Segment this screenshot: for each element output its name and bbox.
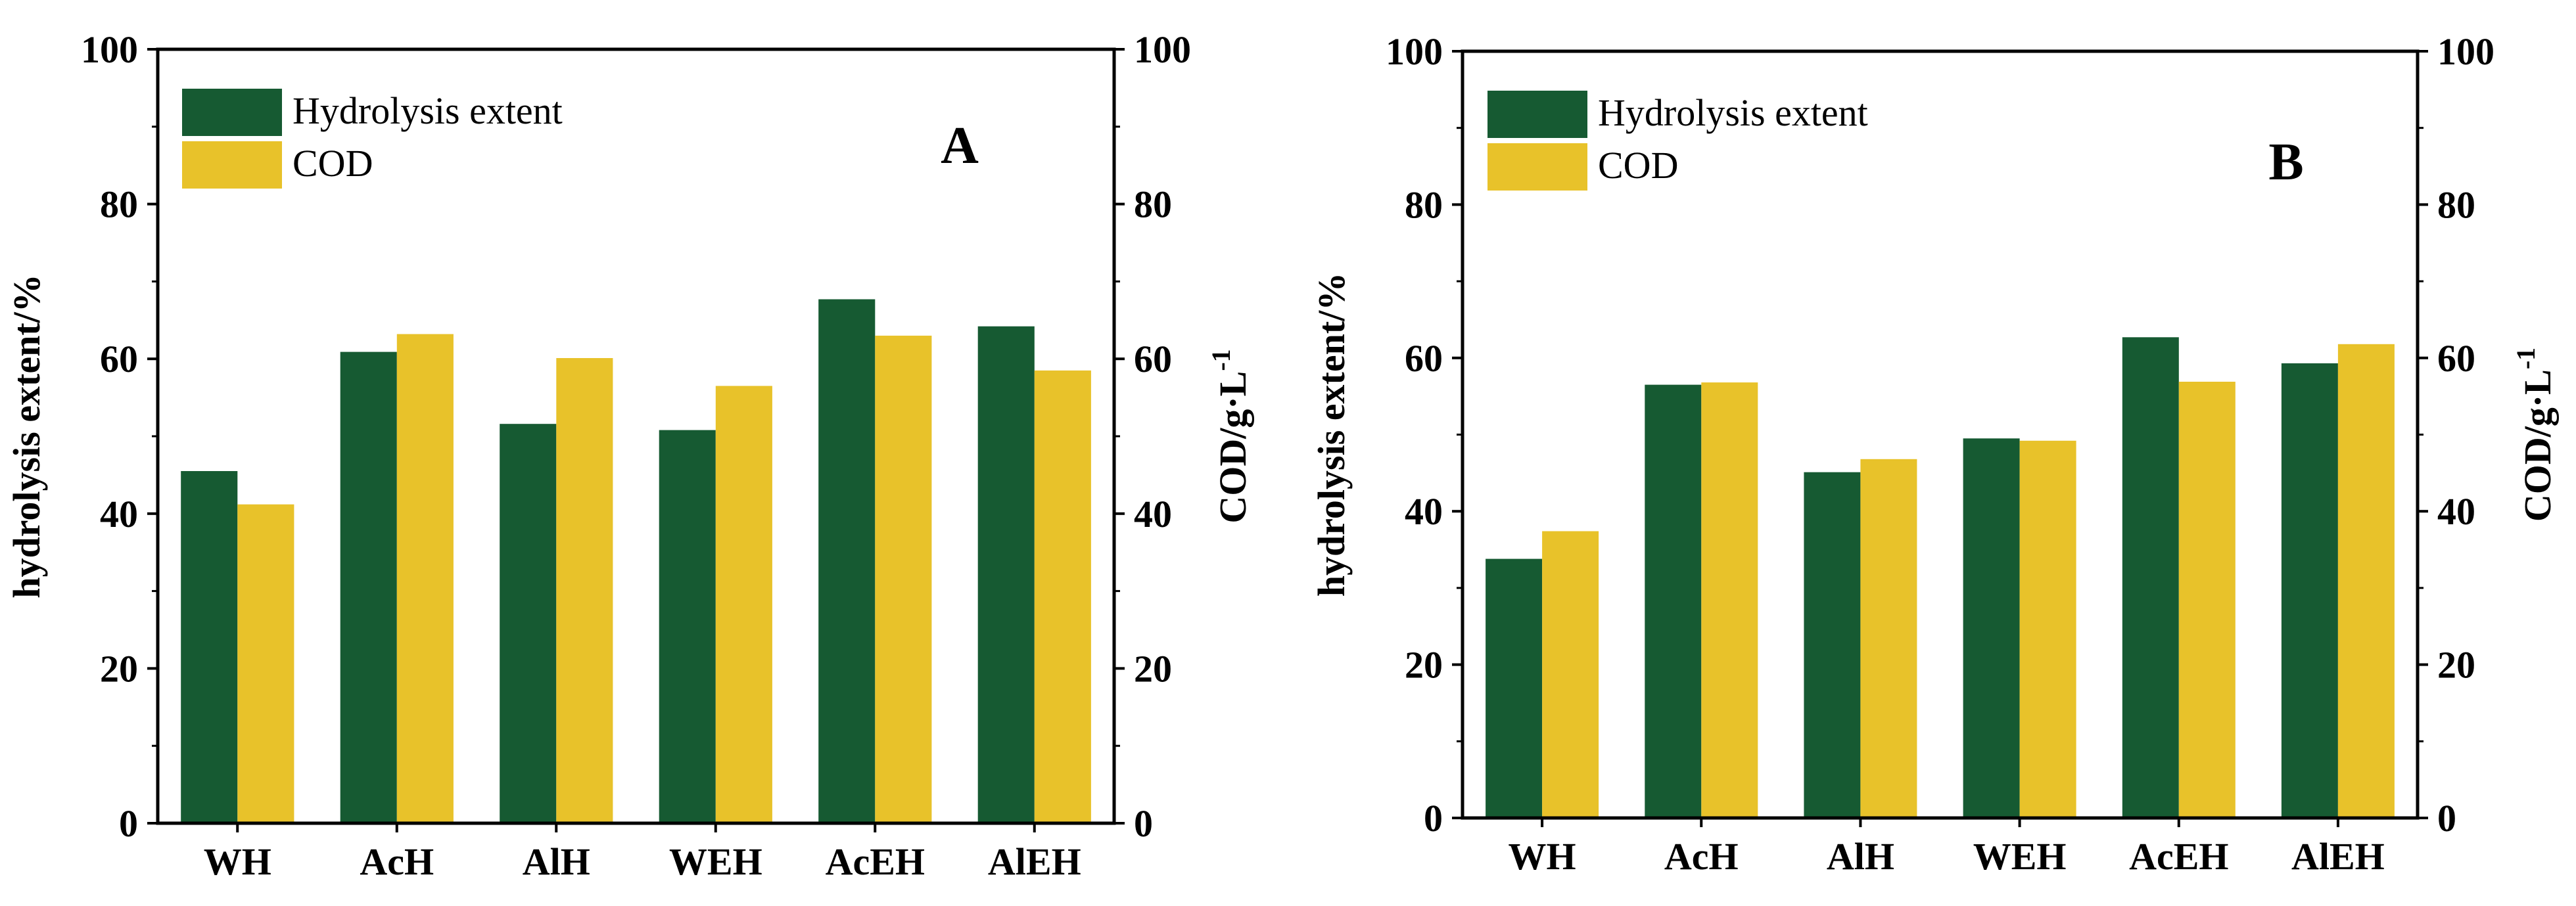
y-tick-label: 100 (81, 28, 138, 71)
y-tick-label: 100 (1386, 30, 1443, 73)
y2-tick-label: 100 (2437, 30, 2494, 73)
cod-bar-alh (1860, 459, 1917, 818)
y2-axis-title-main: COD/g·L (2516, 369, 2559, 522)
cod-bar-aceh (875, 335, 932, 823)
hydrolysis-bar-ach (340, 351, 397, 823)
plot-frame (1461, 49, 2420, 820)
cod-bar-wh (237, 504, 294, 823)
hydrolysis-bar-weh (1963, 438, 2020, 818)
panel-a: WH AcH AlH WEH AcEH AlEH 0 20 40 60 80 100 0 20 40 60 80… (5, 28, 1254, 883)
cod-bar-weh (2019, 440, 2076, 818)
x-tick-label-wh: WH (1509, 835, 1576, 878)
hydrolysis-bar-weh (659, 430, 716, 823)
legend-swatch-hydrolysis (182, 89, 282, 136)
cod-bar-aleh (1034, 370, 1091, 823)
hydrolysis-bar-aleh (977, 326, 1035, 823)
y2-tick-label: 40 (1134, 493, 1172, 535)
hydrolysis-bar-ach (1645, 384, 1702, 818)
cod-bar-wh (1542, 531, 1599, 818)
y2-axis-title-superscript: -1 (2511, 348, 2541, 369)
y-tick-label: 0 (119, 802, 138, 845)
x-tick-label-alh: AlH (523, 840, 590, 883)
panel-b: WH AcH AlH WEH AcEH AlEH 0 20 40 60 80 100 0 20 40 60 80… (1310, 30, 2559, 878)
y-axis-title: hydrolysis extent/% (5, 274, 48, 599)
hydrolysis-bar-wh (181, 471, 238, 823)
legend-swatch-cod (1487, 143, 1587, 191)
hydrolysis-bar-aceh (818, 299, 876, 823)
cod-bar-alh (556, 358, 613, 823)
y2-tick-label: 0 (1134, 802, 1153, 845)
y2-tick-label: 60 (2437, 337, 2475, 380)
hydrolysis-bar-alh (500, 424, 557, 823)
y2-tick-label: 80 (1134, 183, 1172, 226)
cod-bar-ach (396, 334, 454, 823)
plot-frame (156, 47, 1116, 825)
cod-bar-weh (715, 386, 772, 823)
y2-tick-label: 20 (2437, 644, 2475, 687)
x-tick-label-weh: WEH (1973, 835, 2067, 878)
y2-tick-label: 80 (2437, 183, 2475, 226)
cod-bar-ach (1701, 382, 1758, 818)
x-tick-label-wh: WH (204, 840, 271, 883)
x-tick-label-aceh: AcEH (2129, 835, 2228, 878)
legend-swatch-hydrolysis (1487, 91, 1587, 138)
y2-tick-label: 20 (1134, 647, 1172, 690)
y-tick-label: 20 (100, 647, 138, 690)
cod-bar-aceh (2178, 382, 2236, 818)
y-axis-title: hydrolysis extent/% (1310, 273, 1353, 597)
x-tick-label-aceh: AcEH (826, 840, 925, 883)
y2-tick-label: 60 (1134, 338, 1172, 380)
x-tick-label-aleh: AlEH (988, 840, 1081, 883)
y-tick-label: 60 (100, 338, 138, 380)
panel-letter: B (2268, 133, 2303, 191)
cod-bar-aleh (2337, 344, 2395, 818)
y2-tick-label: 100 (1134, 28, 1191, 71)
y-tick-label: 40 (100, 493, 138, 535)
y-tick-label: 80 (1405, 183, 1443, 226)
hydrolysis-bar-alh (1804, 472, 1861, 818)
x-tick-label-ach: AcH (1664, 835, 1739, 878)
x-tick-label-aleh: AlEH (2291, 835, 2385, 878)
hydrolysis-bar-aleh (2281, 363, 2338, 818)
y-tick-label: 40 (1405, 490, 1443, 533)
y2-axis-title: COD/g·L-1 (2511, 348, 2559, 522)
y2-axis-title-superscript: -1 (1206, 349, 1236, 371)
y2-tick-label: 0 (2437, 797, 2456, 840)
legend-label-hydrolysis: Hydrolysis extent (1598, 91, 1868, 134)
y-tick-label: 60 (1405, 337, 1443, 380)
x-tick-label-alh: AlH (1827, 835, 1894, 878)
hydrolysis-bar-aceh (2122, 337, 2179, 818)
y2-tick-label: 40 (2437, 490, 2475, 533)
y-tick-label: 0 (1424, 797, 1443, 840)
x-tick-label-weh: WEH (669, 840, 762, 883)
legend-label-hydrolysis: Hydrolysis extent (293, 89, 563, 132)
legend-label-cod: COD (293, 142, 373, 185)
x-tick-label-ach: AcH (360, 840, 434, 883)
y2-axis-title-main: COD/g·L (1211, 371, 1254, 524)
panel-letter: A (941, 117, 979, 175)
y-tick-label: 80 (100, 183, 138, 226)
legend-label-cod: COD (1598, 144, 1678, 187)
y-tick-label: 20 (1405, 644, 1443, 687)
hydrolysis-bar-wh (1486, 558, 1543, 818)
legend-swatch-cod (182, 141, 282, 189)
y2-axis-title: COD/g·L-1 (1206, 349, 1254, 523)
